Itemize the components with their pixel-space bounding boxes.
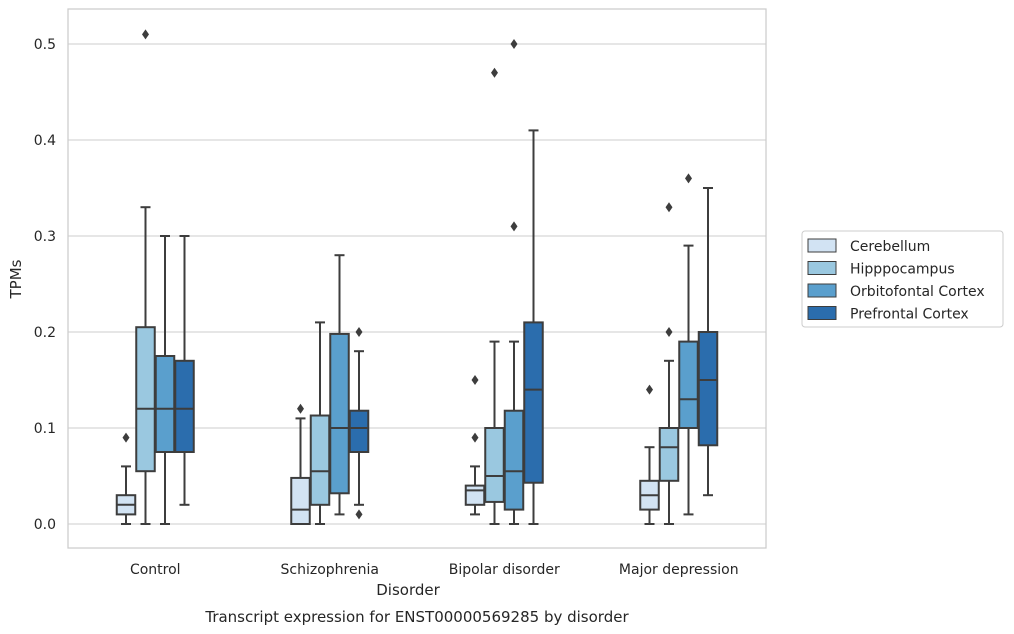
box-2-0: [464, 375, 486, 516]
y-tick-label: 0.0: [34, 517, 56, 533]
legend-swatch: [807, 283, 837, 298]
x-axis-label: Disorder: [376, 581, 440, 599]
box-1-3: [348, 327, 370, 520]
box-series: [115, 29, 719, 526]
box-iqr: [503, 409, 525, 511]
box-1-0: [290, 403, 311, 526]
outlier-point: [685, 173, 692, 184]
outlier-point: [355, 327, 363, 337]
legend-label: Hipppocampus: [850, 262, 955, 278]
legend-swatch: [807, 306, 837, 320]
legend: Cerebellum Hipppocampus Orbitofontal Corte…: [801, 230, 1004, 328]
legend-label: Cerebellum: [850, 239, 930, 255]
box-iqr: [678, 340, 699, 430]
outlier-point: [297, 403, 304, 414]
outlier-point: [646, 384, 653, 395]
box-iqr: [329, 332, 350, 495]
box-iqr: [154, 355, 176, 453]
box-2-2: [503, 39, 525, 525]
box-3-0: [639, 384, 660, 525]
box-0-1: [135, 29, 156, 525]
y-axis-label: TPMs: [7, 259, 25, 299]
legend-swatch: [807, 261, 837, 275]
outlier-point: [510, 39, 518, 49]
outlier-point: [355, 509, 363, 520]
x-tick-label: Control: [130, 562, 181, 578]
outlier-point: [510, 221, 518, 232]
figure-caption: Transcript expression for ENST0000056928…: [204, 608, 629, 626]
box-3-2: [678, 173, 699, 516]
box-2-3: [523, 129, 544, 525]
box-iqr: [309, 414, 331, 506]
box-iqr: [658, 427, 680, 482]
y-tick-label: 0.5: [34, 37, 56, 53]
box-0-0: [115, 432, 137, 525]
legend-label: Orbitofontal Cortex: [850, 284, 985, 300]
x-tick-label: Major depression: [619, 562, 739, 578]
legend-swatch: [807, 238, 837, 253]
outlier-point: [122, 432, 130, 443]
legend-frame: [801, 230, 1004, 328]
y-tick-label: 0.1: [34, 421, 56, 437]
outlier-point: [471, 432, 479, 443]
box-iqr: [348, 409, 370, 453]
x-tick-label: Bipolar disorder: [449, 562, 560, 578]
y-axis-ticks: 0.0 0.1 0.2 0.3 0.4 0.5: [34, 37, 56, 533]
box-iqr: [697, 331, 719, 447]
outlier-point: [491, 67, 498, 78]
plot-frame: [67, 8, 767, 549]
box-3-1: [658, 202, 680, 525]
legend-label: Prefrontal Cortex: [850, 307, 969, 323]
outlier-point: [665, 327, 673, 337]
box-iqr: [174, 359, 195, 453]
box-3-3: [697, 187, 719, 497]
box-iqr: [290, 476, 311, 526]
box-0-3: [174, 235, 195, 506]
box-iqr: [484, 427, 505, 503]
y-tick-label: 0.3: [34, 229, 56, 245]
outlier-point: [471, 375, 479, 385]
y-tick-label: 0.2: [34, 325, 56, 341]
x-tick-label: Schizophrenia: [281, 562, 379, 578]
y-tick-label: 0.4: [34, 133, 56, 149]
box-iqr: [135, 326, 156, 473]
outlier-point: [665, 202, 673, 213]
box-0-2: [154, 235, 176, 525]
box-2-1: [484, 67, 505, 525]
box-1-2: [329, 254, 350, 516]
x-axis-ticks: Control Schizophrenia Bipolar disorder Majo…: [130, 562, 739, 578]
box-iqr: [464, 484, 486, 506]
box-1-1: [309, 321, 331, 525]
box-iqr: [523, 321, 544, 484]
outlier-point: [142, 29, 149, 40]
